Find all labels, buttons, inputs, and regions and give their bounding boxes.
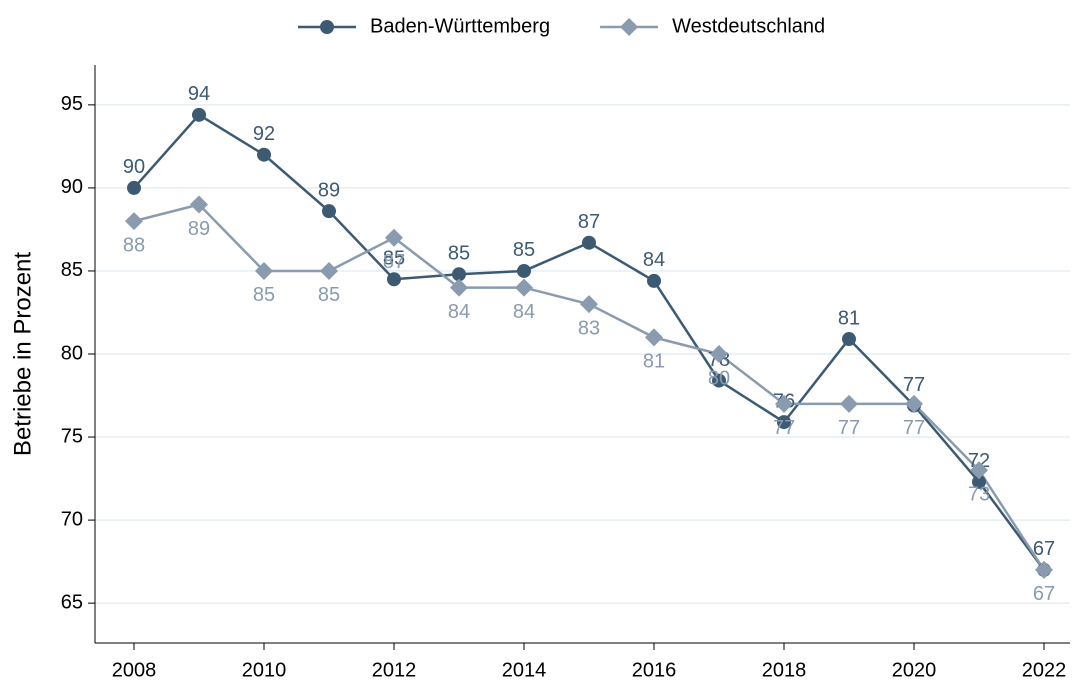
data-label: 72 xyxy=(968,450,990,472)
data-label: 87 xyxy=(578,211,600,233)
point xyxy=(192,107,206,122)
legend-marker xyxy=(620,18,639,36)
data-label: 84 xyxy=(513,301,535,323)
point xyxy=(647,273,661,288)
point xyxy=(452,267,466,282)
data-label: 80 xyxy=(708,367,730,389)
data-label: 85 xyxy=(383,248,405,270)
y-tick-label: 75 xyxy=(61,425,83,447)
data-label: 89 xyxy=(188,218,210,240)
legend: Baden-Württemberg Westdeutschland xyxy=(298,15,825,37)
point xyxy=(387,272,401,287)
point xyxy=(972,474,986,489)
data-label: 77 xyxy=(903,417,925,439)
data-label: 85 xyxy=(253,284,275,306)
point xyxy=(125,212,143,231)
data-label: 92 xyxy=(253,123,275,145)
point xyxy=(517,263,531,278)
x-tick-label: 2018 xyxy=(762,659,807,681)
data-label: 94 xyxy=(188,83,210,105)
series-line xyxy=(133,113,1046,571)
y-tick-label: 70 xyxy=(61,508,83,530)
point xyxy=(257,147,271,162)
data-label: 77 xyxy=(903,374,925,396)
point xyxy=(645,328,663,347)
data-label: 90 xyxy=(123,156,145,178)
data-label: 85 xyxy=(513,239,535,261)
y-axis-label: Betriebe in Prozent xyxy=(9,252,36,456)
point xyxy=(515,278,533,297)
legend-label: Baden-Württemberg xyxy=(370,15,550,37)
y-tick-label: 85 xyxy=(61,259,83,281)
point xyxy=(712,373,726,388)
point xyxy=(385,228,403,247)
data-label: 81 xyxy=(838,307,860,329)
y-tick-label: 95 xyxy=(61,93,83,115)
y-tick-label: 90 xyxy=(61,176,83,198)
legend-marker xyxy=(320,20,334,34)
y-tick-label: 80 xyxy=(61,342,83,364)
x-tick-label: 2016 xyxy=(632,659,677,681)
data-label: 85 xyxy=(448,243,470,265)
point xyxy=(777,415,791,430)
point xyxy=(840,394,858,413)
point xyxy=(580,295,598,314)
legend-label: Westdeutschland xyxy=(672,15,825,37)
point xyxy=(775,394,793,413)
x-tick-label: 2022 xyxy=(1022,659,1067,681)
data-label: 81 xyxy=(643,351,665,373)
point xyxy=(320,261,338,280)
data-label: 67 xyxy=(1033,538,1055,560)
point xyxy=(255,261,273,280)
x-tick-label: 2014 xyxy=(502,659,547,681)
point xyxy=(842,332,856,347)
data-label: 84 xyxy=(448,301,470,323)
y-tick-label: 65 xyxy=(61,591,83,613)
point xyxy=(905,394,923,413)
point xyxy=(127,180,141,195)
data-label: 67 xyxy=(1033,583,1055,605)
point xyxy=(710,345,728,363)
x-tick-label: 2008 xyxy=(112,659,157,681)
point xyxy=(190,195,208,214)
point xyxy=(450,278,468,297)
data-label: 85 xyxy=(318,284,340,306)
point xyxy=(970,461,988,480)
x-tick-label: 2020 xyxy=(892,659,937,681)
data-label: 87 xyxy=(383,251,405,273)
data-label: 84 xyxy=(643,249,665,271)
data-label: 89 xyxy=(318,179,340,201)
x-tick-label: 2010 xyxy=(242,659,287,681)
data-label: 73 xyxy=(968,484,990,506)
x-tick-label: 2012 xyxy=(372,659,417,681)
point xyxy=(582,235,596,250)
data-label: 77 xyxy=(838,417,860,439)
data-label: 83 xyxy=(578,317,600,339)
point xyxy=(322,204,336,219)
data-label: 88 xyxy=(123,234,145,256)
point xyxy=(1035,560,1053,579)
data-label: 77 xyxy=(773,417,795,439)
